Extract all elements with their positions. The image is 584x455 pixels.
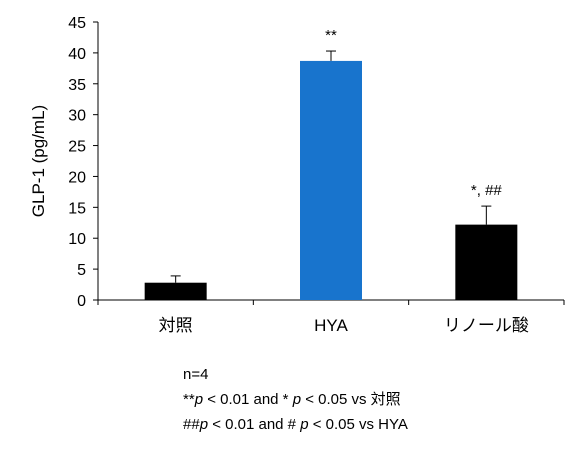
- bar: [300, 60, 362, 300]
- y-tick-label: 5: [77, 262, 86, 279]
- note1-part-c: < 0.01 and *: [203, 391, 293, 408]
- chart-bars: [144, 60, 518, 300]
- y-axis-title: GLP-1 (pg/mL): [29, 105, 48, 217]
- note1-part-b: p: [194, 391, 204, 408]
- note1-part-d: p: [292, 391, 302, 408]
- y-tick-label: 10: [68, 231, 86, 248]
- y-tick-label: 15: [68, 200, 86, 217]
- significance-note-2: ##p < 0.01 and # p < 0.05 vs HYA: [183, 416, 408, 434]
- note2-part-b: p: [199, 416, 209, 433]
- chart-error-bars: [170, 50, 492, 283]
- x-category-label: リノール酸: [444, 316, 529, 335]
- x-category-label: HYA: [314, 316, 348, 335]
- y-tick-label: 35: [68, 77, 86, 94]
- sample-size: n=4: [183, 366, 209, 383]
- y-tick-label: 0: [77, 293, 86, 310]
- y-tick-label: 45: [68, 15, 86, 32]
- note2-part-d: p: [300, 416, 309, 433]
- note2-part-c: < 0.01 and #: [208, 416, 301, 433]
- sample-size-note: n=4: [183, 366, 208, 384]
- note2-part-a: ##: [183, 416, 200, 433]
- bar: [144, 282, 207, 300]
- note2-part-e: < 0.05 vs HYA: [308, 416, 408, 433]
- x-category-label: 対照: [159, 316, 193, 335]
- bar: [455, 224, 518, 300]
- note1-part-e: < 0.05 vs 対照: [301, 391, 401, 408]
- y-tick-label: 25: [68, 139, 86, 156]
- y-tick-label: 20: [68, 169, 86, 186]
- note1-part-a: **: [183, 391, 195, 408]
- chart-labels: 0 5 10 15 20 25 30 35 40 45 対照 HYA ** リノール酸 *, ## GLP-1…: [29, 15, 529, 335]
- significance-mark: **: [325, 27, 337, 44]
- y-tick-label: 30: [68, 108, 86, 125]
- significance-mark: *, ##: [471, 182, 503, 199]
- y-tick-label: 40: [68, 46, 86, 63]
- significance-note-1: **p < 0.01 and * p < 0.05 vs 対照: [183, 391, 401, 409]
